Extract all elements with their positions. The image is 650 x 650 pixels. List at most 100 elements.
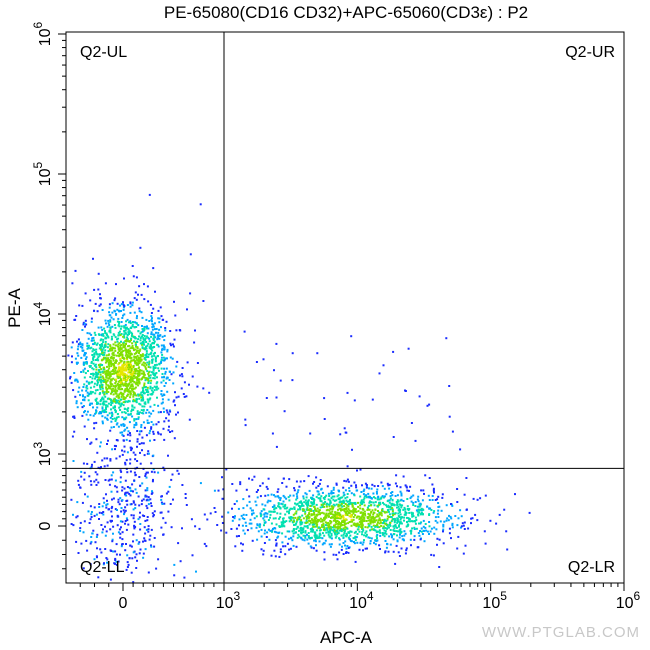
- data-point: [341, 500, 344, 503]
- data-point: [375, 515, 378, 518]
- data-point: [425, 529, 428, 532]
- data-point: [303, 539, 306, 542]
- data-point: [409, 538, 412, 541]
- data-point: [110, 388, 113, 391]
- data-point: [109, 329, 112, 332]
- data-point: [120, 545, 123, 548]
- data-point: [372, 492, 375, 495]
- data-point: [102, 341, 105, 344]
- data-point: [145, 327, 148, 330]
- data-point: [142, 421, 145, 424]
- data-point: [149, 385, 152, 388]
- data-point: [329, 545, 332, 548]
- data-point: [135, 343, 137, 346]
- data-point: [142, 540, 144, 543]
- data-point: [122, 301, 124, 304]
- data-point: [148, 398, 151, 401]
- data-point: [129, 446, 132, 449]
- data-point: [157, 387, 160, 390]
- data-point: [91, 354, 94, 356]
- data-point: [170, 373, 173, 376]
- data-point: [142, 364, 145, 367]
- data-point: [399, 490, 402, 493]
- data-point: [328, 509, 331, 512]
- data-point: [101, 505, 104, 508]
- data-point: [138, 285, 141, 288]
- data-point: [104, 349, 107, 352]
- data-point: [138, 504, 141, 507]
- data-point: [106, 372, 109, 375]
- data-point: [257, 530, 260, 533]
- data-point: [359, 542, 362, 544]
- data-point: [150, 528, 153, 531]
- data-point: [72, 389, 75, 392]
- data-point: [139, 548, 142, 551]
- data-point: [161, 394, 164, 397]
- data-point: [302, 517, 305, 520]
- data-point: [149, 382, 152, 385]
- data-point: [234, 545, 237, 548]
- data-point: [412, 520, 414, 523]
- data-point: [120, 392, 123, 395]
- data-point: [433, 526, 436, 529]
- data-point: [157, 337, 160, 340]
- data-point: [352, 502, 355, 505]
- data-point: [376, 523, 379, 526]
- data-point: [83, 322, 86, 325]
- data-point: [150, 427, 153, 430]
- data-point: [114, 479, 117, 482]
- data-point: [135, 421, 138, 424]
- data-point: [137, 338, 140, 341]
- data-point: [76, 348, 79, 351]
- data-point: [123, 445, 126, 448]
- data-point: [86, 345, 89, 347]
- data-point: [109, 578, 112, 581]
- data-point: [118, 310, 121, 313]
- data-point: [350, 530, 353, 533]
- data-point: [132, 514, 135, 517]
- data-point: [306, 521, 309, 524]
- data-point: [116, 413, 119, 415]
- data-point: [87, 510, 90, 513]
- data-point: [119, 481, 122, 484]
- data-point: [90, 511, 93, 513]
- data-point: [441, 493, 444, 496]
- data-point: [97, 402, 100, 405]
- data-point: [305, 525, 308, 528]
- data-point: [161, 318, 164, 321]
- data-point: [93, 480, 96, 483]
- data-point: [120, 351, 122, 354]
- data-point: [112, 333, 115, 336]
- data-point: [343, 530, 346, 533]
- data-point: [350, 492, 353, 495]
- data-point: [305, 501, 308, 504]
- data-point: [118, 402, 121, 405]
- data-point: [144, 337, 147, 340]
- data-point: [398, 507, 401, 510]
- data-point: [110, 392, 112, 395]
- data-point: [126, 377, 129, 379]
- data-point: [342, 533, 345, 536]
- data-point: [152, 377, 155, 380]
- data-point: [127, 360, 130, 363]
- data-point: [136, 378, 139, 381]
- data-point: [263, 513, 266, 516]
- data-point: [133, 479, 136, 482]
- data-point: [106, 397, 109, 400]
- data-point: [91, 532, 94, 535]
- data-point: [293, 520, 295, 523]
- data-point: [138, 374, 141, 376]
- data-point: [127, 393, 129, 396]
- data-point: [148, 432, 151, 435]
- data-point: [360, 521, 363, 524]
- data-point: [104, 340, 107, 343]
- data-point: [346, 493, 349, 495]
- data-point: [304, 530, 307, 533]
- data-point: [364, 547, 367, 550]
- data-point: [167, 429, 170, 432]
- data-point: [103, 327, 106, 330]
- data-point: [85, 386, 88, 389]
- data-point: [172, 343, 174, 346]
- data-point: [342, 514, 345, 517]
- data-point: [119, 304, 121, 307]
